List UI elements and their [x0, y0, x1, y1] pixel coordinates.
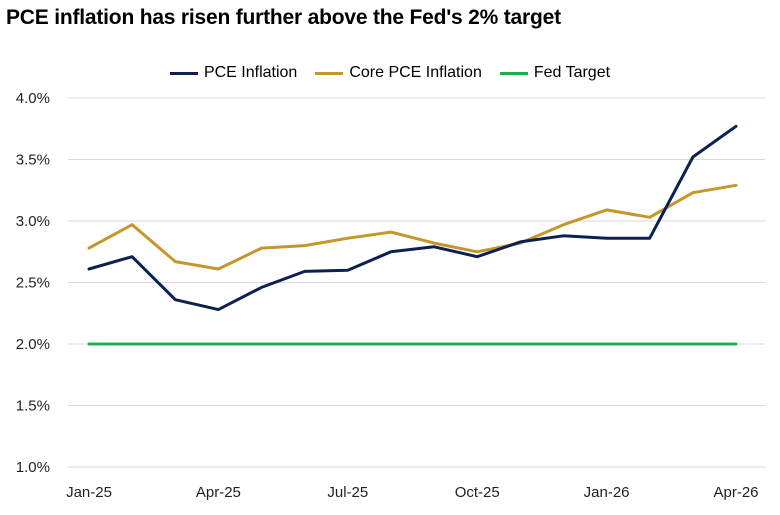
series-line-core-pce-inflation: [87, 183, 738, 271]
y-tick-label: 3.0%: [16, 213, 50, 230]
legend-swatch-core-pce: [315, 71, 344, 75]
legend-item-pce: PCE Inflation: [169, 64, 298, 82]
y-tick-label: 2.5%: [16, 275, 50, 292]
x-tick-label: Jan-26: [584, 484, 630, 501]
y-tick-label: 4.0%: [16, 90, 50, 107]
x-tick-label: Apr-26: [713, 484, 758, 501]
chart-legend: PCE Inflation Core PCE Inflation Fed Tar…: [0, 64, 780, 82]
x-tick-label: Oct-25: [455, 484, 500, 501]
x-tick-label: Jul-25: [327, 484, 368, 501]
y-tick-label: 1.5%: [16, 398, 50, 415]
y-tick-label: 1.0%: [16, 459, 50, 476]
x-tick-label: Apr-25: [196, 484, 241, 501]
legend-item-core-pce: Core PCE Inflation: [315, 64, 482, 82]
series-line-pce-inflation: [87, 124, 738, 312]
legend-label-pce: PCE Inflation: [203, 64, 298, 81]
x-tick-label: Jan-25: [66, 484, 112, 501]
legend-label-core-pce: Core PCE Inflation: [349, 64, 482, 81]
y-tick-label: 3.5%: [16, 152, 50, 169]
legend-swatch-fed-target: [499, 71, 528, 75]
legend-swatch-pce: [169, 71, 198, 75]
y-tick-label: 2.0%: [16, 336, 50, 353]
legend-label-fed-target: Fed Target: [533, 64, 611, 81]
chart-title: PCE inflation has risen further above th…: [6, 6, 561, 29]
legend-item-fed-target: Fed Target: [499, 64, 611, 82]
